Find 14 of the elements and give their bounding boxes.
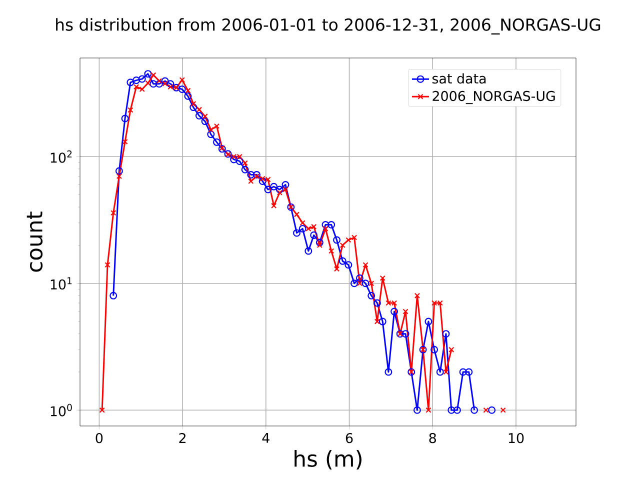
y-tick-label: 10$^{2}$	[50, 150, 72, 163]
legend-label: sat data	[432, 73, 486, 84]
x-tick-label: 2	[179, 432, 186, 443]
x-tick-label: 8	[429, 432, 436, 444]
chart-title: hs distribution from 2006-01-01 to 2006-12-31, 2006_NORGAS-UG	[56, 18, 600, 34]
legend-label: 2006_NORGAS-UG	[432, 90, 555, 104]
x-tick-label: 10	[508, 432, 524, 444]
x-tick-label: 4	[262, 432, 270, 443]
x-tick-label: 0	[96, 432, 103, 444]
y-tick-label: 10$^{0}$	[50, 404, 72, 416]
x-tick-label: 6	[346, 432, 353, 444]
x-axis-title: hs (m)	[294, 450, 362, 470]
y-tick-label: 10$^{1}$	[50, 277, 72, 290]
y-axis-title: count	[26, 212, 43, 272]
